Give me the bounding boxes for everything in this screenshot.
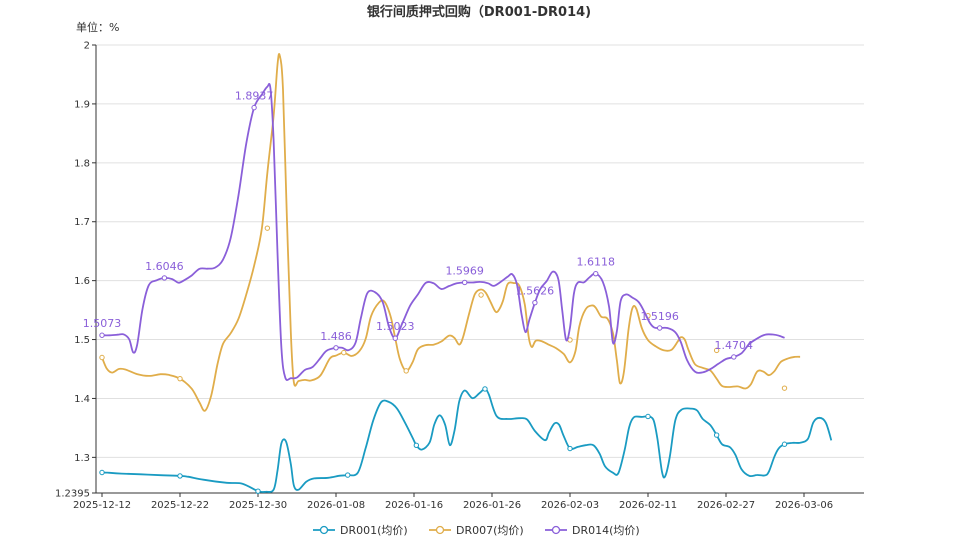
data-point-1-5 bbox=[478, 292, 484, 298]
data-point-2-1 bbox=[161, 275, 168, 281]
data-point-0-6 bbox=[567, 445, 573, 452]
data-point-1-0 bbox=[99, 354, 105, 361]
y-tick-label: 1.2395 bbox=[55, 489, 90, 500]
legend-item-1[interactable]: DR007(均价) bbox=[429, 524, 524, 537]
data-point-2-6 bbox=[532, 299, 538, 306]
data-point-0-8 bbox=[713, 432, 720, 438]
y-tick-labels: 1.2395 1.3 1.4 1.5 1.6 1.7 1.8 1.9 2 bbox=[55, 41, 96, 500]
data-label: 1.6118 bbox=[576, 256, 615, 269]
data-point-2-4 bbox=[392, 335, 398, 341]
series-1 bbox=[99, 53, 801, 412]
series-0 bbox=[99, 386, 833, 494]
legend-marker-1 bbox=[435, 525, 445, 535]
x-tick-labels: 2025-12-12 2025-12-22 2025-12-30 2026-01-08… bbox=[73, 493, 833, 511]
series-line-2 bbox=[101, 83, 785, 381]
x-tick-label: 2026-02-03 bbox=[541, 500, 599, 511]
x-tick-label: 2025-12-22 bbox=[151, 500, 209, 511]
x-tick-label: 2025-12-30 bbox=[229, 500, 287, 511]
data-point-2-5 bbox=[462, 279, 468, 286]
y-tick-label: 1.3 bbox=[74, 453, 90, 464]
data-point-0-9 bbox=[781, 441, 788, 447]
data-point-2-3 bbox=[333, 345, 339, 351]
data-label: 1.5196 bbox=[640, 310, 679, 323]
x-tick-label: 2025-12-12 bbox=[73, 500, 131, 511]
x-tick-label: 2026-01-26 bbox=[463, 500, 521, 511]
data-point-1-1 bbox=[177, 375, 183, 382]
x-tick-label: 2026-01-08 bbox=[307, 500, 365, 511]
y-tick-label: 1.5 bbox=[74, 335, 90, 346]
data-point-2-0 bbox=[99, 332, 105, 338]
y-tick-label: 1.7 bbox=[74, 217, 90, 228]
data-point-0-7 bbox=[645, 413, 651, 420]
data-point-2-7 bbox=[593, 270, 599, 277]
data-label: 1.4704 bbox=[715, 339, 754, 352]
data-label: 1.486 bbox=[320, 330, 352, 343]
chart-title: 银行间质押式回购（DR001-DR014) bbox=[367, 4, 591, 20]
data-point-0-1 bbox=[177, 473, 183, 479]
x-tick-label: 2026-02-11 bbox=[619, 500, 677, 511]
legend-label: DR001(均价) bbox=[340, 524, 408, 537]
legend-item-0[interactable]: DR001(均价) bbox=[313, 524, 408, 537]
y-unit-label: 单位：% bbox=[76, 20, 119, 34]
data-point-0-2 bbox=[255, 488, 261, 494]
y-tick-label: 1.4 bbox=[74, 394, 90, 405]
x-tick-label: 2026-01-16 bbox=[385, 500, 443, 511]
data-label: 1.5969 bbox=[445, 264, 484, 277]
data-point-0-0 bbox=[99, 469, 105, 476]
data-point-1-9 bbox=[781, 385, 788, 391]
data-label: 1.6046 bbox=[145, 260, 184, 273]
data-point-2-9 bbox=[731, 354, 737, 360]
series-2 bbox=[99, 83, 785, 381]
data-label: 1.5626 bbox=[516, 285, 555, 298]
data-point-1-4 bbox=[403, 368, 409, 374]
legend-marker-0 bbox=[319, 525, 329, 535]
y-tick-label: 2 bbox=[84, 41, 90, 52]
data-point-0-3 bbox=[345, 472, 351, 478]
data-point-0-5 bbox=[482, 386, 488, 392]
y-tick-label: 1.8 bbox=[74, 158, 90, 169]
data-point-2-8 bbox=[657, 325, 663, 331]
data-label: 1.5073 bbox=[83, 317, 122, 330]
y-tick-label: 1.9 bbox=[74, 99, 90, 110]
data-point-0-4 bbox=[413, 442, 420, 448]
series-line-1 bbox=[101, 53, 801, 412]
data-point-1-2 bbox=[264, 225, 271, 231]
legend-label: DR007(均价) bbox=[456, 524, 524, 537]
legend-label: DR014(均价) bbox=[572, 524, 640, 537]
data-labels: 1.5073 1.6046 1.8937 1.486 1.5023 1.5969 1.562… bbox=[83, 90, 753, 352]
legend-item-2[interactable]: DR014(均价) bbox=[545, 524, 640, 537]
x-tick-label: 2026-02-27 bbox=[697, 500, 755, 511]
data-point-2-2 bbox=[251, 104, 257, 111]
data-point-1-8 bbox=[713, 347, 720, 354]
data-label: 1.5023 bbox=[376, 320, 415, 333]
series-group bbox=[99, 53, 833, 494]
data-label: 1.8937 bbox=[235, 90, 274, 103]
data-point-1-3 bbox=[341, 349, 347, 356]
legend: DR001(均价) DR007(均价) DR014(均价) bbox=[313, 524, 640, 537]
series-line-0 bbox=[101, 388, 833, 493]
y-tick-label: 1.6 bbox=[74, 276, 90, 287]
legend-marker-2 bbox=[551, 525, 561, 535]
axes bbox=[95, 45, 864, 494]
grid bbox=[96, 44, 864, 458]
x-tick-label: 2026-03-06 bbox=[775, 500, 833, 511]
